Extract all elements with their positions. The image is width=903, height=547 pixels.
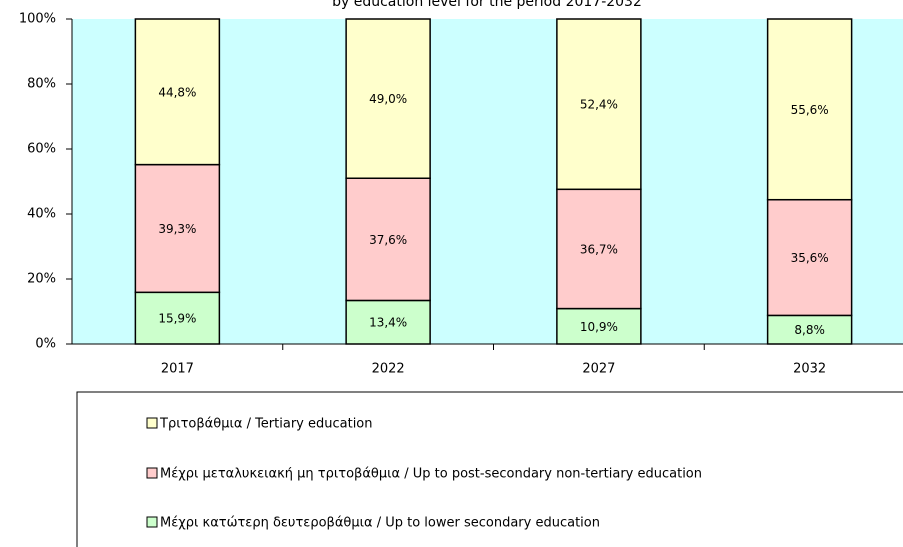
x-tick-label: 2022	[372, 362, 405, 377]
bar-segment	[134, 291, 221, 345]
x-tick-label: 2032	[793, 362, 826, 377]
data-label: 49,0%	[369, 92, 407, 106]
y-tick-label: 60%	[27, 142, 56, 157]
data-label: 52,4%	[580, 98, 618, 112]
data-label: 35,6%	[791, 251, 829, 265]
bar-segment	[556, 188, 642, 310]
legend-box	[76, 391, 903, 547]
bar-segment	[556, 18, 642, 191]
bar-segment	[345, 18, 431, 179]
bar-segment	[766, 18, 853, 201]
y-tick-label: 80%	[27, 77, 56, 92]
y-tick-label: 40%	[27, 207, 56, 222]
data-label: 44,8%	[158, 85, 196, 99]
data-label: 8,8%	[794, 323, 825, 337]
y-tick-label: 20%	[27, 272, 56, 287]
bar-segment	[766, 198, 853, 317]
data-label: 55,6%	[791, 103, 829, 117]
bar-segment	[556, 307, 642, 345]
data-label: 39,3%	[158, 222, 196, 236]
x-tick-label: 2017	[161, 362, 194, 377]
data-label: 10,9%	[580, 320, 618, 334]
legend-label: Μέχρι μεταλυκειακή μη τριτοβάθμια / Up t…	[160, 467, 702, 482]
bar-segment	[134, 18, 221, 166]
y-tick-label: 0%	[35, 337, 56, 352]
data-label: 36,7%	[580, 242, 618, 256]
y-tick-label: 100%	[19, 12, 56, 27]
legend-swatch	[146, 417, 158, 429]
legend-swatch	[146, 467, 158, 479]
bar-segment	[345, 177, 431, 302]
data-label: 13,4%	[369, 316, 407, 330]
legend-label: Μέχρι κατώτερη δευτεροβάθμια / Up to low…	[160, 516, 600, 531]
chart-title: by education level for the period 2017-2…	[332, 0, 642, 10]
data-label: 37,6%	[369, 233, 407, 247]
legend-swatch	[146, 516, 158, 528]
legend-label: Τριτοβάθμια / Tertiary education	[159, 417, 373, 432]
data-label: 15,9%	[158, 312, 196, 326]
bar-segment	[345, 299, 431, 345]
bar-segment	[766, 314, 853, 345]
x-tick-label: 2027	[582, 362, 615, 377]
